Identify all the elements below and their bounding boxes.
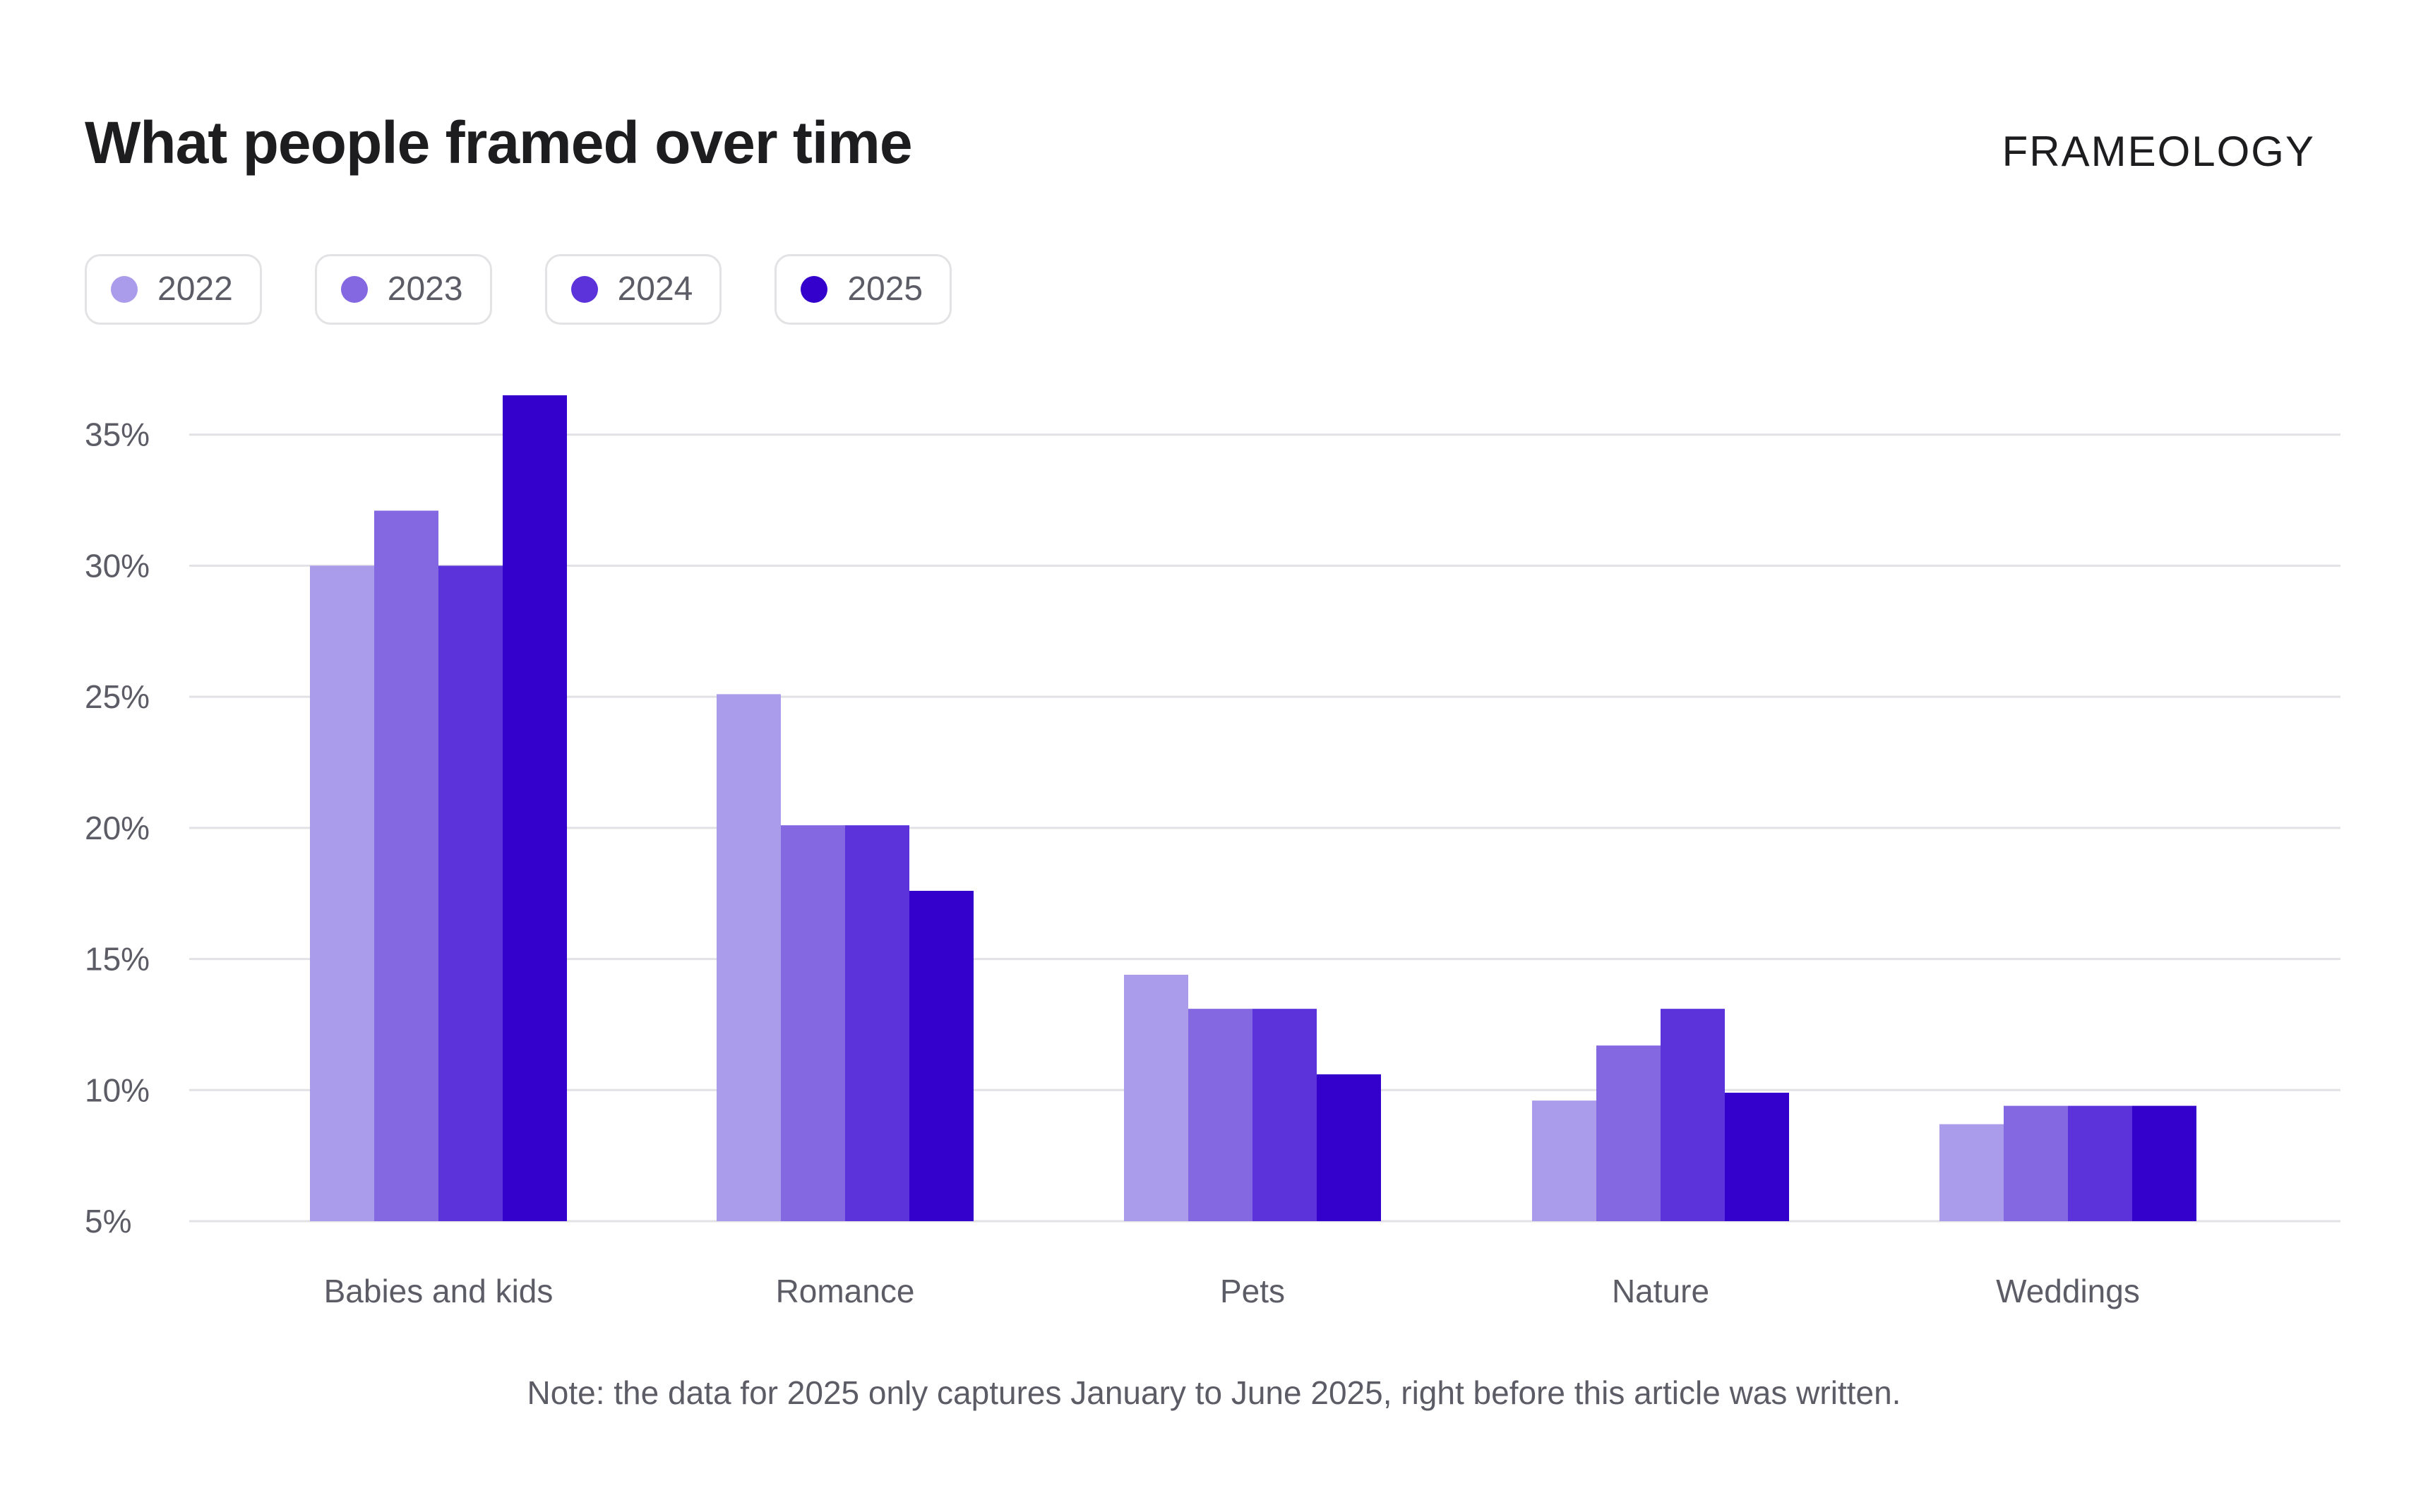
y-tick-label: 15% <box>85 941 150 978</box>
label-layer: 5% 10% 15% 20% 25% 30% 35% Babies and kids Roman… <box>85 416 2140 1309</box>
y-tick-label: 35% <box>85 416 150 453</box>
legend-swatch-2023 <box>340 276 368 303</box>
y-tick-label: 10% <box>85 1072 150 1108</box>
x-tick-label: Weddings <box>1996 1273 2140 1309</box>
x-tick-label: Pets <box>1220 1273 1285 1309</box>
bar-romance-2022[interactable] <box>717 694 781 1221</box>
legend-swatch-2022 <box>111 276 138 303</box>
bar-babies-and-kids-2023[interactable] <box>374 510 438 1221</box>
bar-nature-2023[interactable] <box>1596 1045 1661 1221</box>
legend-label-2023: 2023 <box>387 270 463 308</box>
chart-title: What people framed over time <box>85 109 913 176</box>
brand-logo: FRAMEOLOGY <box>2002 128 2315 175</box>
legend: 2022 2023 2024 2025 <box>85 254 952 325</box>
x-tick-label: Romance <box>776 1273 915 1309</box>
legend-label-2024: 2024 <box>617 270 693 308</box>
bar-romance-2025[interactable] <box>909 891 974 1221</box>
bar-layer <box>310 395 2196 1221</box>
legend-swatch-2024 <box>570 276 598 303</box>
bar-pets-2023[interactable] <box>1188 1009 1252 1221</box>
bar-pets-2025[interactable] <box>1317 1074 1381 1221</box>
bar-weddings-2025[interactable] <box>2132 1105 2196 1221</box>
bar-romance-2024[interactable] <box>845 825 909 1221</box>
bar-weddings-2022[interactable] <box>1939 1124 2004 1221</box>
legend-swatch-2025 <box>801 276 828 303</box>
y-tick-label: 5% <box>85 1203 131 1240</box>
legend-label-2025: 2025 <box>847 270 923 308</box>
legend-label-2022: 2022 <box>157 270 233 308</box>
bar-romance-2023[interactable] <box>781 825 845 1221</box>
bar-pets-2022[interactable] <box>1124 974 1188 1221</box>
x-tick-label: Nature <box>1612 1273 1709 1309</box>
bar-nature-2022[interactable] <box>1532 1100 1596 1221</box>
bar-babies-and-kids-2022[interactable] <box>310 565 374 1221</box>
legend-item-2025[interactable]: 2025 <box>775 254 952 325</box>
legend-item-2022[interactable]: 2022 <box>85 254 262 325</box>
footnote: Note: the data for 2025 only captures Ja… <box>527 1374 1901 1411</box>
bar-nature-2024[interactable] <box>1661 1009 1725 1221</box>
bar-weddings-2024[interactable] <box>2068 1105 2132 1221</box>
y-tick-label: 25% <box>85 678 150 715</box>
legend-item-2023[interactable]: 2023 <box>314 254 492 325</box>
bar-babies-and-kids-2024[interactable] <box>438 565 503 1221</box>
bar-weddings-2023[interactable] <box>2004 1105 2068 1221</box>
bar-nature-2025[interactable] <box>1725 1093 1789 1221</box>
bar-pets-2024[interactable] <box>1252 1009 1317 1221</box>
y-tick-label: 30% <box>85 547 150 584</box>
y-tick-label: 20% <box>85 810 150 846</box>
bar-babies-and-kids-2025[interactable] <box>503 395 567 1221</box>
x-tick-label: Babies and kids <box>324 1273 554 1309</box>
legend-item-2024[interactable]: 2024 <box>544 254 722 325</box>
